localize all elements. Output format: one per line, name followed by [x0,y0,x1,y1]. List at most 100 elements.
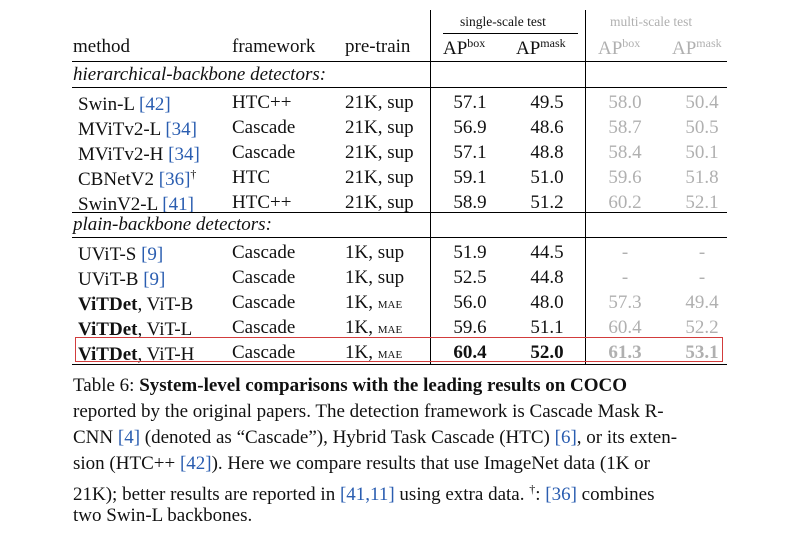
framework-cell: Cascade [232,291,296,313]
pretrain-cell: 1K, sup [345,242,405,263]
ss-apmask-cell: 51.2 [530,191,564,213]
framework-cell: HTC++ [232,191,292,213]
ms-apmask-cell: 52.2 [685,316,719,338]
single-scale-header: single-scale test [460,14,546,29]
method-cell: CBNetV2 [36]† [78,166,197,190]
pretrain-cell: 21K, sup [345,116,414,138]
bottom-rule [72,364,727,365]
pretrain-cell: 21K, sup [345,92,414,113]
framework-cell: HTC [232,166,270,188]
ss-apbox-cell: 59.6 [453,316,487,338]
ss-apmask-cell: 48.0 [530,291,564,313]
ss-apmask-cell: 48.6 [530,116,564,138]
column-divider-right [585,10,586,365]
ss-apmask-cell: 51.0 [530,166,564,188]
caption-line-3: CNN [4] (denoted as “Cascade”), Hybrid T… [73,427,678,448]
ms-apbox-cell: 58.7 [608,116,642,138]
method-cell: ViTDet, ViT-H [78,343,195,365]
citation-link[interactable]: [42] [179,453,212,474]
ms-apmask-cell: - [698,242,706,263]
ss-apbox-cell: 51.9 [453,242,487,263]
col-ss-apmask: APmask [516,36,566,59]
ms-apbox-cell: 59.6 [608,166,642,188]
pretrain-cell: 1K, mae [345,291,403,313]
ms-apmask-cell: 50.5 [685,116,719,138]
caption-line-4: sion (HTC++ [42]). Here we compare resul… [73,453,650,474]
header-rule [72,61,727,62]
ss-apbox-cell: 56.9 [453,116,487,138]
ss-apmask-cell: 44.5 [530,242,564,263]
ss-apbox-cell: 52.5 [453,266,487,288]
citation-link[interactable]: [41] [162,193,194,215]
method-cell: ViTDet, ViT-L [78,318,193,340]
ss-apbox-cell: 56.0 [453,291,487,313]
pretrain-cell: 1K, mae [345,341,403,363]
method-cell: UViT-S [9] [78,244,164,265]
col-ms-apbox: APbox [598,36,641,59]
framework-cell: Cascade [232,316,296,338]
caption-line-1: Table 6: System-level comparisons with t… [73,375,628,396]
ms-apmask-cell: - [698,266,706,288]
citation-link[interactable]: [42] [139,94,171,115]
group-title: plain-backbone detectors: [73,214,272,235]
ms-apmask-cell: 52.1 [685,191,719,213]
citation-link[interactable]: [34] [168,143,200,165]
framework-cell: Cascade [232,266,296,288]
ms-apbox-cell: - [621,266,629,288]
group-rule [72,237,727,238]
citation-link[interactable]: [6] [554,427,577,448]
pretrain-cell: 21K, sup [345,166,414,188]
ms-apmask-cell: 53.1 [685,341,719,363]
citation-link[interactable]: [36] [158,168,191,190]
ms-apbox-cell: 60.2 [608,191,642,213]
col-ss-apbox: APbox [443,36,486,59]
framework-cell: Cascade [232,141,296,163]
highlight-box [75,337,723,362]
citation-link[interactable]: [34] [165,118,197,140]
ms-apbox-cell: 60.4 [608,316,642,338]
ss-apbox-cell: 59.1 [453,166,487,188]
ss-apbox-cell: 58.9 [453,191,487,213]
col-ms-apmask: APmask [672,36,722,59]
pretrain-cell: 1K, sup [345,266,405,288]
ms-apmask-cell: 50.1 [685,141,719,163]
col-framework: framework [232,36,316,57]
framework-cell: Cascade [232,242,296,263]
ms-apbox-cell: 61.3 [608,341,642,363]
method-cell: MViTv2-L [34] [78,118,197,140]
method-cell: MViTv2-H [34] [78,143,200,165]
citation-link[interactable]: [9] [143,268,166,290]
ss-apbox-cell: 57.1 [453,92,487,113]
group-rule [72,87,727,88]
col-method: method [73,36,130,57]
citation-link[interactable]: [9] [141,244,164,265]
pretrain-cell: 21K, sup [345,191,414,213]
ss-apmask-cell: 49.5 [530,92,564,113]
group-separator-rule [72,212,727,213]
ms-apmask-cell: 51.8 [685,166,719,188]
citation-link[interactable]: [36] [545,484,577,505]
ms-apbox-cell: - [621,242,629,263]
framework-cell: Cascade [232,116,296,138]
ss-apbox-cell: 57.1 [453,141,487,163]
ss-apmask-cell: 44.8 [530,266,564,288]
citation-link[interactable]: [41,11] [339,484,395,505]
caption-line-5: 21K); better results are reported in [41… [73,482,655,505]
ss-apbox-cell: 60.4 [453,341,487,363]
multi-scale-header: multi-scale test [610,14,693,29]
col-pretrain: pre-train [345,36,411,57]
ms-apmask-cell: 50.4 [685,92,719,113]
caption-line-6: two Swin-L backbones. [73,505,253,526]
pretrain-cell: 21K, sup [345,141,414,163]
column-divider-left [430,10,431,365]
ms-apbox-cell: 58.0 [608,92,642,113]
ms-apbox-cell: 58.4 [608,141,642,163]
framework-cell: Cascade [232,341,296,363]
method-cell: ViTDet, ViT-B [78,293,194,315]
citation-link[interactable]: [4] [117,427,141,448]
ms-apbox-cell: 57.3 [608,291,642,313]
ss-apmask-cell: 48.8 [530,141,564,163]
caption-line-2: reported by the original papers. The det… [73,401,664,422]
method-cell: UViT-B [9] [78,268,166,290]
single-scale-underline [443,33,578,34]
